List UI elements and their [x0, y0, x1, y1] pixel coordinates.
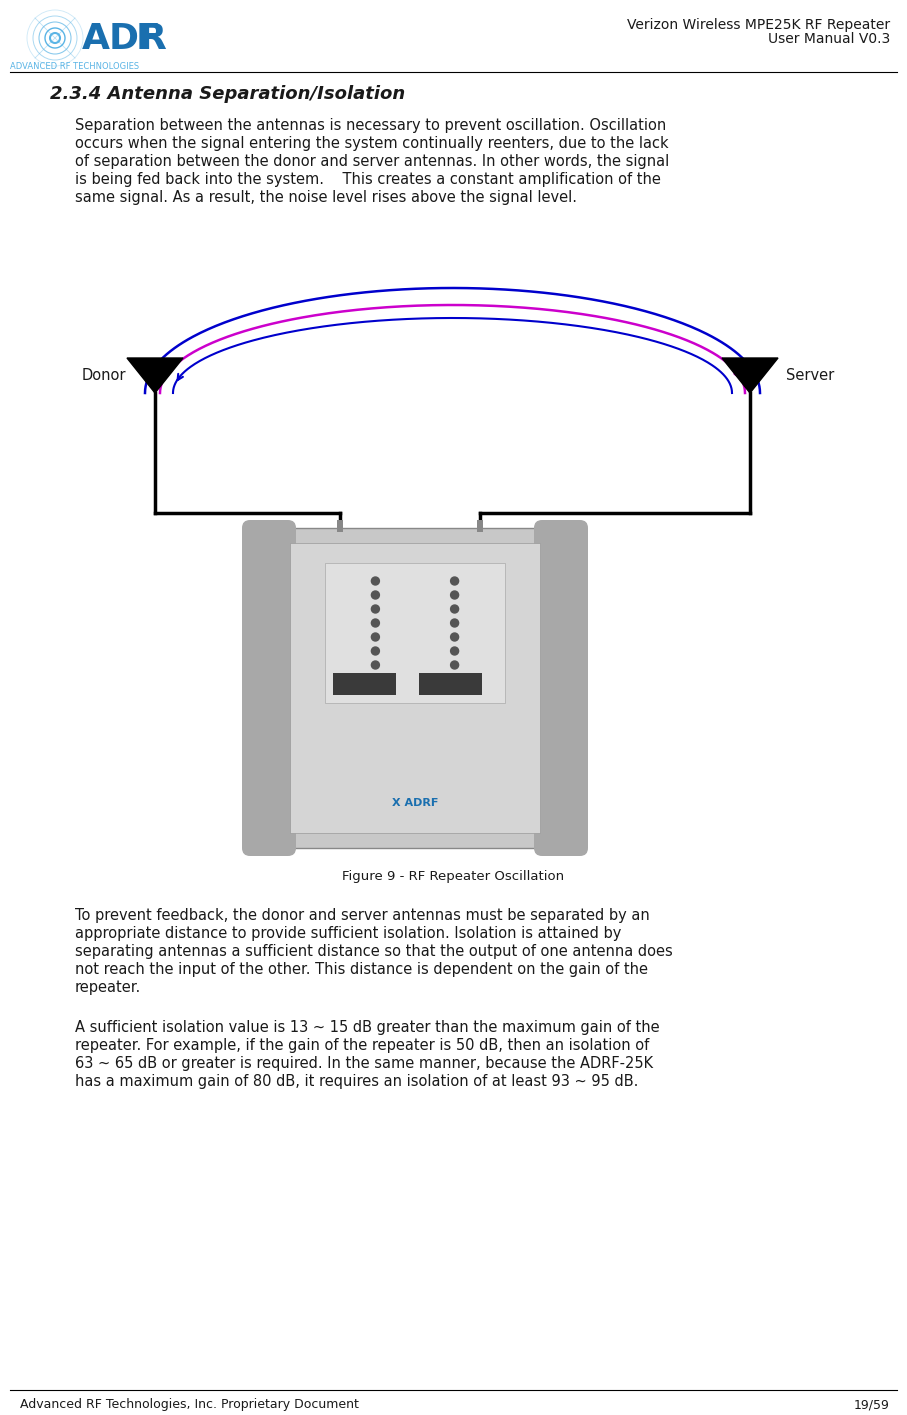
Text: of separation between the donor and server antennas. In other words, the signal: of separation between the donor and serv…	[75, 154, 669, 168]
Bar	[337, 519, 343, 532]
Text: repeater. For example, if the gain of the repeater is 50 dB, then an isolation o: repeater. For example, if the gain of th…	[75, 1039, 649, 1053]
Text: has a maximum gain of 80 dB, it requires an isolation of at least 93 ~ 95 dB.: has a maximum gain of 80 dB, it requires…	[75, 1074, 639, 1090]
Text: 19/59: 19/59	[854, 1398, 890, 1411]
Circle shape	[451, 591, 459, 599]
Text: User Manual V0.3: User Manual V0.3	[767, 33, 890, 47]
Circle shape	[371, 606, 379, 613]
Text: F: F	[136, 23, 161, 57]
Bar	[333, 674, 396, 695]
Text: Figure 9 - RF Repeater Oscillation: Figure 9 - RF Repeater Oscillation	[342, 870, 564, 883]
Circle shape	[451, 606, 459, 613]
Circle shape	[371, 633, 379, 641]
Polygon shape	[722, 358, 778, 393]
Text: To prevent feedback, the donor and server antennas must be separated by an: To prevent feedback, the donor and serve…	[75, 908, 649, 923]
Polygon shape	[127, 358, 183, 393]
Text: not reach the input of the other. This distance is dependent on the gain of the: not reach the input of the other. This d…	[75, 962, 648, 976]
FancyBboxPatch shape	[242, 519, 296, 856]
Circle shape	[451, 647, 459, 655]
Text: Separation between the antennas is necessary to prevent oscillation. Oscillation: Separation between the antennas is neces…	[75, 117, 667, 133]
Circle shape	[451, 661, 459, 669]
Text: separating antennas a sufficient distance so that the output of one antenna does: separating antennas a sufficient distanc…	[75, 944, 673, 959]
Bar	[250, 528, 580, 848]
Bar	[325, 563, 505, 703]
Bar	[290, 543, 540, 833]
Circle shape	[371, 591, 379, 599]
Text: same signal. As a result, the noise level rises above the signal level.: same signal. As a result, the noise leve…	[75, 190, 577, 205]
Text: ADR: ADR	[82, 23, 168, 57]
Text: occurs when the signal entering the system continually reenters, due to the lack: occurs when the signal entering the syst…	[75, 136, 668, 151]
Text: 2.3.4 Antenna Separation/Isolation: 2.3.4 Antenna Separation/Isolation	[50, 85, 405, 103]
Text: ADVANCED RF TECHNOLOGIES: ADVANCED RF TECHNOLOGIES	[10, 62, 139, 71]
Circle shape	[451, 618, 459, 627]
Text: Donor: Donor	[82, 368, 126, 383]
Text: X ADRF: X ADRF	[392, 798, 438, 808]
FancyBboxPatch shape	[534, 519, 588, 856]
Circle shape	[371, 661, 379, 669]
Circle shape	[371, 577, 379, 584]
Circle shape	[451, 633, 459, 641]
Text: Verizon Wireless MPE25K RF Repeater: Verizon Wireless MPE25K RF Repeater	[627, 18, 890, 33]
Text: appropriate distance to provide sufficient isolation. Isolation is attained by: appropriate distance to provide sufficie…	[75, 925, 621, 941]
Text: Advanced RF Technologies, Inc. Proprietary Document: Advanced RF Technologies, Inc. Proprieta…	[20, 1398, 359, 1411]
Text: 63 ~ 65 dB or greater is required. In the same manner, because the ADRF-25K: 63 ~ 65 dB or greater is required. In th…	[75, 1056, 653, 1071]
Bar	[419, 674, 482, 695]
Circle shape	[371, 647, 379, 655]
Bar	[477, 519, 483, 532]
Circle shape	[451, 577, 459, 584]
Text: is being fed back into the system.    This creates a constant amplification of t: is being fed back into the system. This …	[75, 173, 661, 187]
Text: Server: Server	[786, 368, 834, 383]
Circle shape	[371, 618, 379, 627]
Text: A sufficient isolation value is 13 ~ 15 dB greater than the maximum gain of the: A sufficient isolation value is 13 ~ 15 …	[75, 1020, 659, 1034]
Text: repeater.: repeater.	[75, 981, 141, 995]
